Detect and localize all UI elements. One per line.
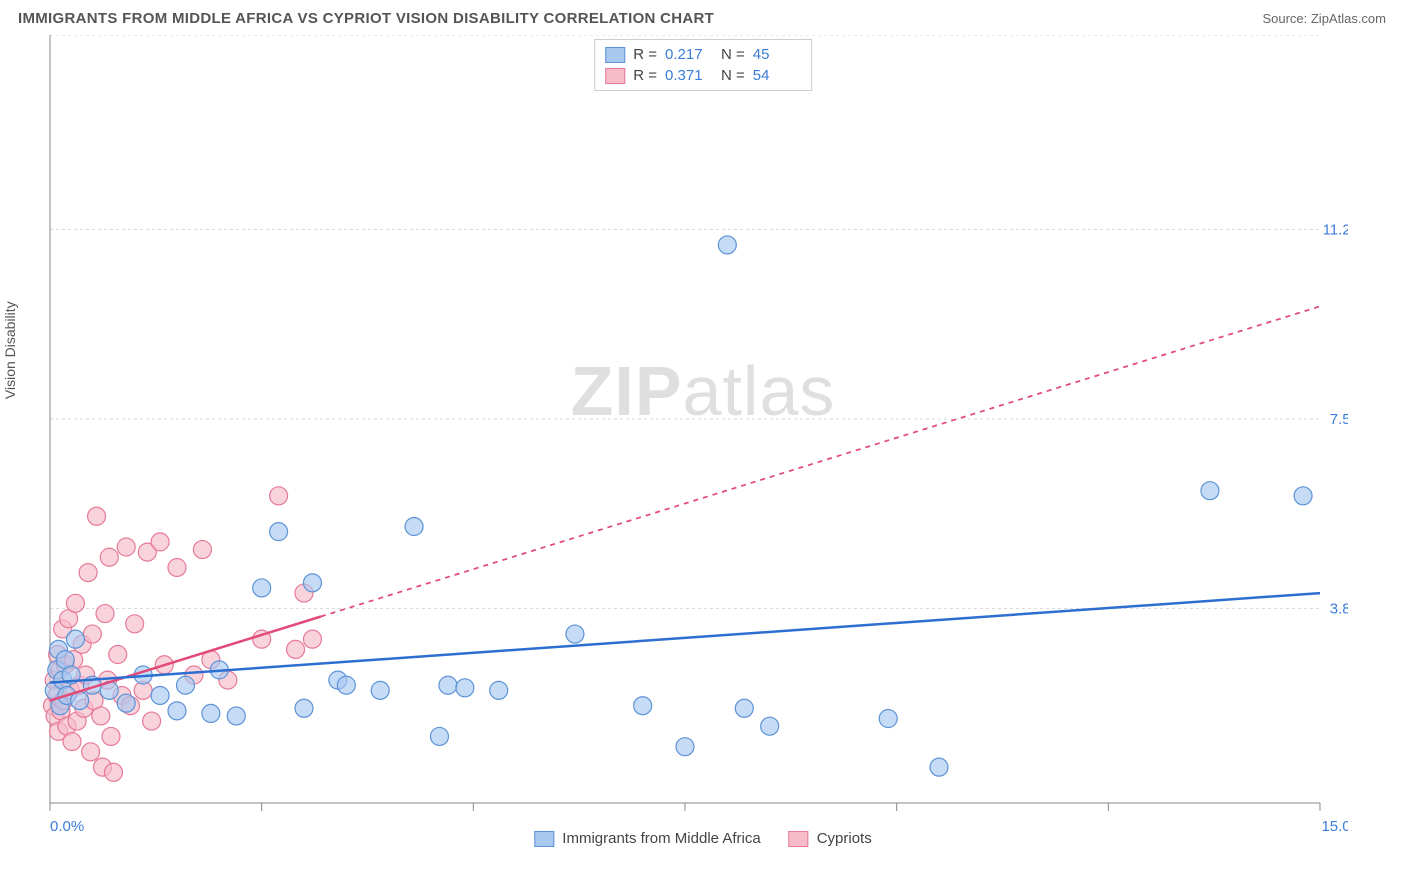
legend-series: Immigrants from Middle Africa Cypriots bbox=[534, 830, 871, 847]
n-label: N = bbox=[721, 67, 745, 84]
chart-header: IMMIGRANTS FROM MIDDLE AFRICA VS CYPRIOT… bbox=[0, 0, 1406, 35]
n-value-pink: 54 bbox=[753, 67, 801, 84]
scatter-chart: 3.8% 7.5% 11.2% 0.0% 15.0% bbox=[18, 35, 1348, 845]
legend-stats-row-pink: R = 0.371 N = 54 bbox=[605, 65, 801, 86]
series-name-pink: Cypriots bbox=[817, 830, 872, 847]
source-attribution: Source: ZipAtlas.com bbox=[1262, 11, 1386, 26]
source-prefix: Source: bbox=[1262, 11, 1310, 26]
svg-text:15.0%: 15.0% bbox=[1321, 818, 1348, 835]
swatch-blue bbox=[605, 47, 625, 63]
svg-text:11.2%: 11.2% bbox=[1323, 222, 1348, 239]
legend-item-blue: Immigrants from Middle Africa bbox=[534, 830, 760, 847]
legend-item-pink: Cypriots bbox=[789, 830, 872, 847]
swatch-pink bbox=[789, 831, 809, 847]
swatch-blue bbox=[534, 831, 554, 847]
n-value-blue: 45 bbox=[753, 46, 801, 63]
chart-container: Vision Disability 3.8%7.5%11.2%0.0%15.0%… bbox=[18, 35, 1388, 845]
n-label: N = bbox=[721, 46, 745, 63]
svg-text:7.5%: 7.5% bbox=[1330, 411, 1348, 428]
chart-title: IMMIGRANTS FROM MIDDLE AFRICA VS CYPRIOT… bbox=[18, 10, 714, 27]
r-label: R = bbox=[633, 67, 657, 84]
svg-text:0.0%: 0.0% bbox=[50, 818, 84, 835]
source-name: ZipAtlas.com bbox=[1311, 11, 1386, 26]
series-name-blue: Immigrants from Middle Africa bbox=[562, 830, 760, 847]
svg-text:3.8%: 3.8% bbox=[1330, 600, 1348, 617]
r-value-blue: 0.217 bbox=[665, 46, 713, 63]
legend-stats-row-blue: R = 0.217 N = 45 bbox=[605, 44, 801, 65]
r-value-pink: 0.371 bbox=[665, 67, 713, 84]
legend-stats: R = 0.217 N = 45 R = 0.371 N = 54 bbox=[594, 39, 812, 91]
r-label: R = bbox=[633, 46, 657, 63]
swatch-pink bbox=[605, 68, 625, 84]
y-axis-label: Vision Disability bbox=[2, 301, 18, 399]
